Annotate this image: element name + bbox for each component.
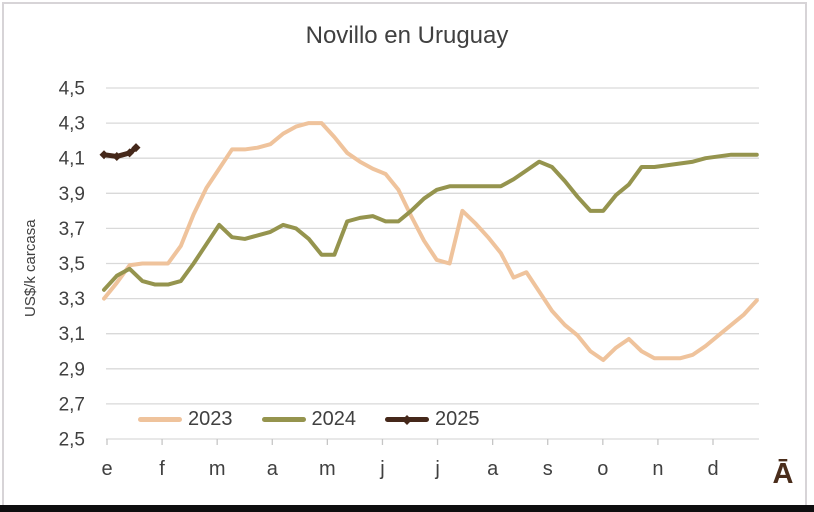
x-tick-label: j	[434, 458, 439, 480]
x-tick-label: o	[597, 458, 608, 480]
x-tick-label: e	[101, 458, 112, 480]
legend-item-2023: 2023	[138, 408, 233, 431]
series-line-2025	[101, 145, 139, 159]
window-border-left	[2, 2, 4, 505]
series-line-2023	[102, 121, 759, 363]
y-tick-label: 2,9	[59, 359, 85, 380]
legend: 2023 2024 2025	[138, 408, 480, 431]
y-tick-label: 4,5	[59, 79, 85, 100]
x-tick-label: n	[652, 458, 663, 480]
x-tick-label: m	[209, 458, 226, 480]
window-border-top	[2, 2, 807, 4]
x-tick-label: s	[543, 458, 553, 480]
legend-label-2025: 2025	[435, 408, 480, 430]
legend-label-2023: 2023	[188, 408, 233, 430]
legend-line-swatch-2024	[261, 417, 306, 422]
x-tick-label: a	[487, 458, 499, 480]
y-tick-label: 3,9	[59, 184, 85, 205]
y-tick-label: 3,5	[59, 254, 85, 275]
series-line-2024	[102, 152, 759, 292]
legend-line-swatch-2025	[385, 414, 429, 425]
y-tick-label: 3,1	[59, 324, 85, 345]
chart-title: Novillo en Uruguay	[305, 22, 509, 49]
x-tick-label: a	[267, 458, 279, 480]
y-tick-label: 3,7	[59, 219, 85, 240]
y-tick-label: 3,3	[59, 289, 85, 310]
x-axis-overflow-label: Ā	[772, 458, 794, 490]
legend-marker-2025	[402, 414, 412, 425]
window-border-right	[805, 2, 807, 505]
legend-label-2024: 2024	[311, 408, 357, 430]
x-tick-label: j	[379, 458, 384, 480]
series-marker-2025	[99, 150, 109, 160]
legend-item-2025: 2025	[385, 408, 480, 431]
y-tick-label: 2,7	[59, 394, 85, 415]
legend-line-swatch-2023	[138, 417, 182, 422]
series-marker-2025	[112, 151, 122, 161]
window-bottom-edge	[0, 505, 814, 512]
y-tick-label: 4,1	[59, 149, 85, 170]
y-tick-label: 2,5	[59, 430, 85, 451]
y-tick-label: 4,3	[59, 114, 85, 135]
x-tick-label: m	[319, 458, 336, 480]
series-marker-2025	[131, 143, 141, 153]
x-tick-label: f	[159, 458, 165, 480]
x-tick-label: d	[707, 458, 718, 480]
legend-item-2024: 2024	[261, 408, 357, 431]
series-marker-2025	[125, 148, 135, 158]
